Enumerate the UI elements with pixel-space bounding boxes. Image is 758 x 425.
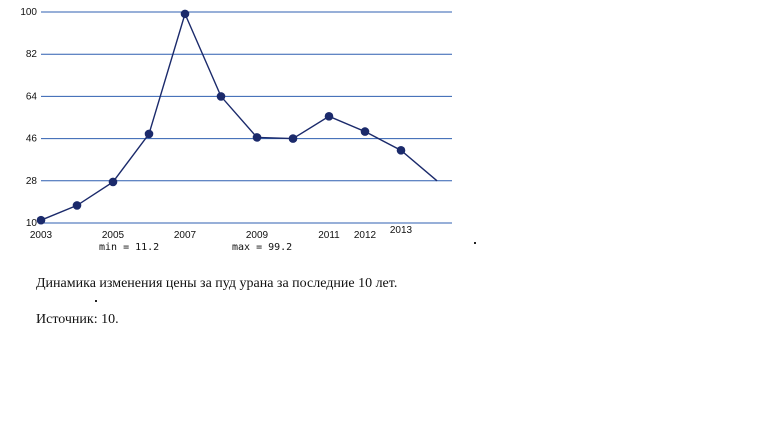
data-point	[288, 134, 298, 143]
grid-lines	[41, 11, 452, 224]
series-line	[40, 11, 438, 221]
data-point	[180, 9, 190, 19]
y-tick-label: 28	[26, 176, 38, 187]
x-tick-label: 2005	[102, 230, 125, 241]
x-tick-label: 2007	[174, 230, 197, 241]
x-axis-ticks: 2003 2005 2007 2009 2011 2012 2013	[30, 225, 413, 241]
y-tick-label: 82	[26, 49, 38, 60]
figure-caption: Динамика изменения цены за пуд урана за …	[36, 276, 398, 291]
annotation-min: min = 11.2	[99, 242, 159, 253]
data-point	[72, 201, 82, 210]
y-tick-label: 46	[26, 134, 38, 145]
data-point	[252, 133, 262, 142]
data-point	[324, 112, 334, 121]
x-tick-label: 2003	[30, 230, 53, 241]
annotation-max: max = 99.2	[232, 242, 292, 253]
x-tick-label: 2011	[318, 230, 340, 241]
stray-dot	[95, 300, 97, 302]
data-point	[360, 127, 370, 136]
figure-source: Источник: 10.	[36, 312, 119, 327]
data-points	[36, 9, 406, 225]
x-tick-label: 2013	[390, 225, 413, 236]
data-point	[216, 92, 226, 101]
y-tick-label: 100	[20, 7, 37, 18]
data-point	[36, 215, 46, 225]
data-point	[144, 129, 154, 139]
data-point	[108, 177, 118, 187]
x-tick-label: 2009	[246, 230, 269, 241]
y-tick-label: 64	[26, 91, 38, 102]
stray-dot	[474, 242, 476, 244]
x-tick-label: 2012	[354, 230, 377, 241]
y-tick-label: 10	[26, 218, 38, 229]
y-axis-ticks: 10 28 46 64 82 100	[20, 7, 37, 229]
data-point	[396, 146, 406, 155]
